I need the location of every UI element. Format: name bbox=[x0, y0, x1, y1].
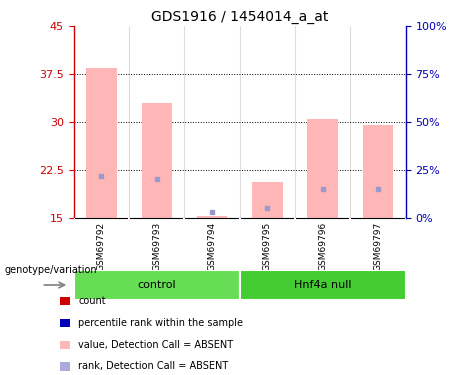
Text: percentile rank within the sample: percentile rank within the sample bbox=[78, 318, 243, 328]
Title: GDS1916 / 1454014_a_at: GDS1916 / 1454014_a_at bbox=[151, 10, 328, 24]
Text: GSM69797: GSM69797 bbox=[373, 222, 383, 271]
Text: value, Detection Call = ABSENT: value, Detection Call = ABSENT bbox=[78, 340, 233, 350]
Text: Hnf4a null: Hnf4a null bbox=[294, 280, 351, 290]
Bar bbox=[197, 216, 227, 217]
Text: count: count bbox=[78, 296, 106, 306]
Bar bbox=[252, 183, 283, 218]
Bar bbox=[363, 125, 393, 218]
Text: control: control bbox=[137, 280, 176, 290]
Text: GSM69794: GSM69794 bbox=[207, 222, 217, 271]
Text: GSM69793: GSM69793 bbox=[152, 222, 161, 271]
Text: GSM69795: GSM69795 bbox=[263, 222, 272, 271]
Text: GSM69792: GSM69792 bbox=[97, 222, 106, 271]
Text: genotype/variation: genotype/variation bbox=[5, 265, 97, 275]
Text: rank, Detection Call = ABSENT: rank, Detection Call = ABSENT bbox=[78, 362, 229, 371]
Bar bbox=[240, 270, 406, 300]
Bar bbox=[74, 270, 240, 300]
Bar bbox=[142, 103, 172, 218]
Text: GSM69796: GSM69796 bbox=[318, 222, 327, 271]
Bar bbox=[307, 118, 338, 218]
Bar bbox=[86, 68, 117, 218]
